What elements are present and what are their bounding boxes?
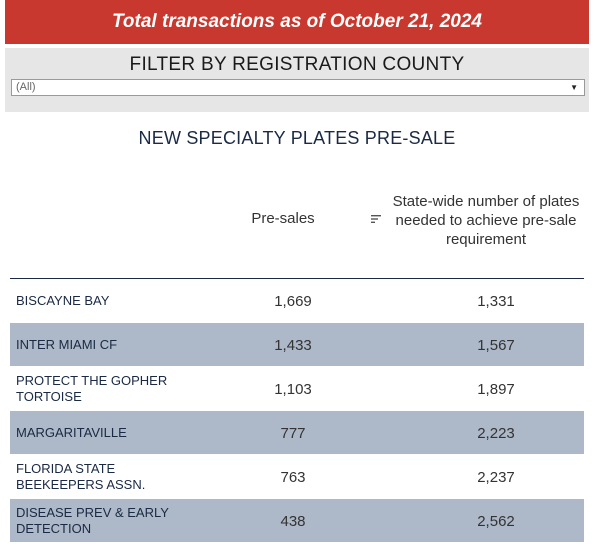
page-title: NEW SPECIALTY PLATES PRE-SALE — [138, 128, 456, 148]
county-filter-value: (All) — [16, 81, 36, 93]
plate-name-cell: PROTECT THE GOPHER TORTOISE — [16, 373, 168, 404]
plate-name-cell: BISCAYNE BAY — [16, 293, 110, 308]
needed-cell: 2,562 — [477, 512, 515, 530]
table-row[interactable]: PROTECT THE GOPHER TORTOISE 1,103 1,897 — [10, 367, 584, 411]
sort-descending-icon[interactable] — [370, 213, 382, 225]
needed-cell: 2,223 — [477, 424, 515, 442]
plate-name-cell: INTER MIAMI CF — [16, 337, 118, 352]
plate-name-cell: FLORIDA STATE BEEKEEPERS ASSN. — [16, 461, 146, 492]
plate-name-cell: MARGARITAVILLE — [16, 425, 127, 440]
table-row[interactable]: INTER MIAMI CF 1,433 1,567 — [10, 323, 584, 367]
triangle-down-icon[interactable]: ▼ — [570, 83, 578, 92]
column-header-presales[interactable]: Pre-sales — [251, 210, 315, 227]
table-row[interactable]: BISCAYNE BAY 1,669 1,331 — [10, 279, 584, 323]
plate-name-cell: DISEASE PREV & EARLY DETECTION — [16, 505, 169, 536]
needed-cell: 1,897 — [477, 380, 515, 398]
needed-cell: 1,567 — [477, 336, 515, 354]
presales-cell: 438 — [280, 512, 306, 530]
table-row[interactable]: DISEASE PREV & EARLY DETECTION 438 2,562 — [10, 499, 584, 543]
presales-cell: 1,433 — [274, 336, 312, 354]
presales-cell: 1,669 — [274, 292, 312, 310]
transactions-banner: Total transactions as of October 21, 202… — [5, 0, 589, 44]
table-row[interactable]: FLORIDA STATE BEEKEEPERS ASSN. 763 2,237 — [10, 455, 584, 499]
column-header-statewide[interactable]: State-wide number of plates needed to ac… — [392, 193, 580, 248]
filter-panel: FILTER BY REGISTRATION COUNTY (All) ▼ — [5, 48, 589, 112]
county-filter-dropdown[interactable]: (All) ▼ — [11, 79, 585, 96]
presales-cell: 763 — [280, 468, 306, 486]
banner-title: Total transactions as of October 21, 202… — [112, 11, 482, 32]
table-row[interactable]: MARGARITAVILLE 777 2,223 — [10, 411, 584, 455]
header-divider — [10, 278, 584, 279]
plates-table: BISCAYNE BAY 1,669 1,331 INTER MIAMI CF 1,43… — [10, 279, 584, 543]
needed-cell: 2,237 — [477, 468, 515, 486]
filter-label: FILTER BY REGISTRATION COUNTY — [129, 54, 465, 75]
presales-cell: 777 — [280, 424, 306, 442]
presales-cell: 1,103 — [274, 380, 312, 398]
needed-cell: 1,331 — [477, 292, 515, 310]
